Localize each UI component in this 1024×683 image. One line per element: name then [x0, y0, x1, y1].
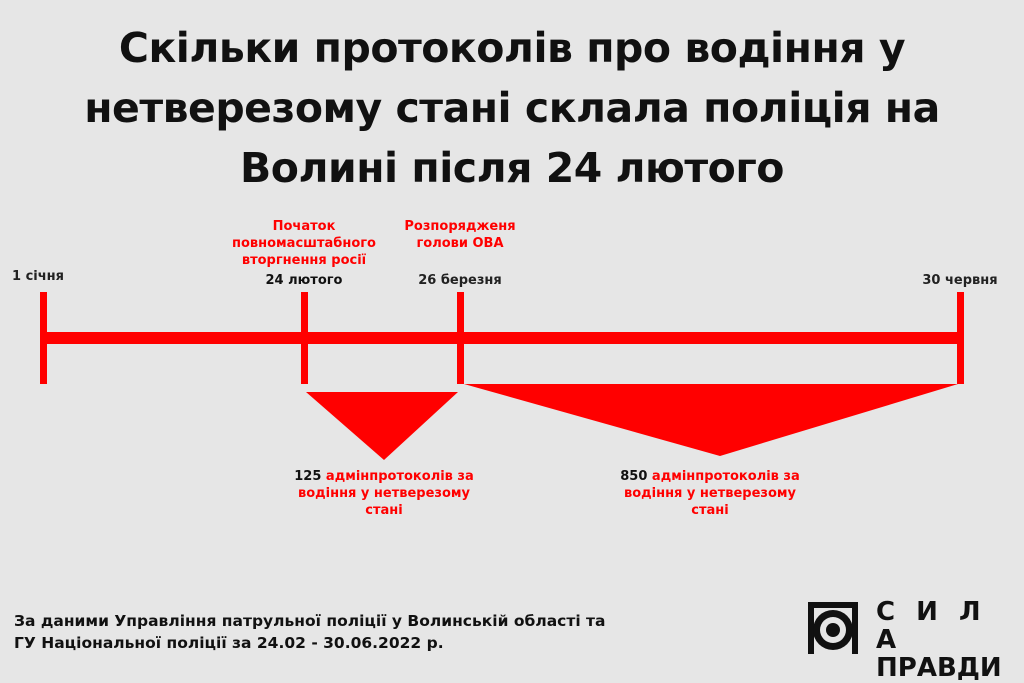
logo-icon — [808, 602, 858, 654]
tick-jan-1 — [40, 292, 47, 384]
period-1-label: 125 адмінпротоколів за водіння у нетвере… — [264, 468, 504, 519]
event-line: вторгнення росії — [241, 253, 367, 268]
period-text: адмінпротоколів за — [647, 469, 800, 484]
event-label-invasion: Початок повномасштабного вторгнення росі… — [214, 218, 394, 269]
date-label-feb-24: 24 лютого — [265, 273, 343, 288]
logo-text-line: ПРАВДИ — [876, 653, 1002, 683]
timeline-graphic — [40, 292, 964, 460]
source-line: За даними Управління патрульної поліції … — [14, 612, 606, 630]
logo-text-line: С И Л А — [876, 597, 987, 655]
source-line: ГУ Національної поліції за 24.02 - 30.06… — [14, 634, 444, 652]
event-line: Початок — [272, 219, 336, 234]
period-text: водіння у нетверезому — [623, 486, 797, 501]
date-label-mar-26: 26 березня — [418, 273, 502, 288]
event-line: голови ОВА — [416, 236, 504, 251]
period-2-label: 850 адмінпротоколів за водіння у нетвере… — [590, 468, 830, 519]
logo: С И Л А ПРАВДИ — [806, 597, 1016, 682]
page-title: Скільки протоколів про водіння у нетвере… — [84, 24, 940, 192]
event-line: Розпорядженя — [404, 219, 516, 234]
date-label-jun-30: 30 червня — [922, 273, 998, 288]
period-1-triangle — [306, 392, 458, 460]
event-label-ova-order: Розпорядженя голови ОВА — [390, 218, 530, 252]
event-line: повномасштабного — [232, 236, 376, 251]
period-2-triangle — [464, 384, 958, 456]
source-note: За даними Управління патрульної поліції … — [14, 610, 605, 654]
period-text: адмінпротоколів за — [321, 469, 474, 484]
period-text: водіння у нетверезому — [297, 486, 471, 501]
period-text: стані — [365, 503, 403, 518]
date-label-jan-1: 1 січня — [12, 269, 64, 284]
tick-jun-30 — [957, 292, 964, 384]
period-1-count: 125 — [294, 469, 322, 484]
tick-mar-26 — [457, 292, 464, 384]
timeline-bar — [40, 332, 964, 344]
tick-feb-24 — [301, 292, 308, 384]
period-2-count: 850 — [620, 469, 648, 484]
period-text: стані — [691, 503, 729, 518]
